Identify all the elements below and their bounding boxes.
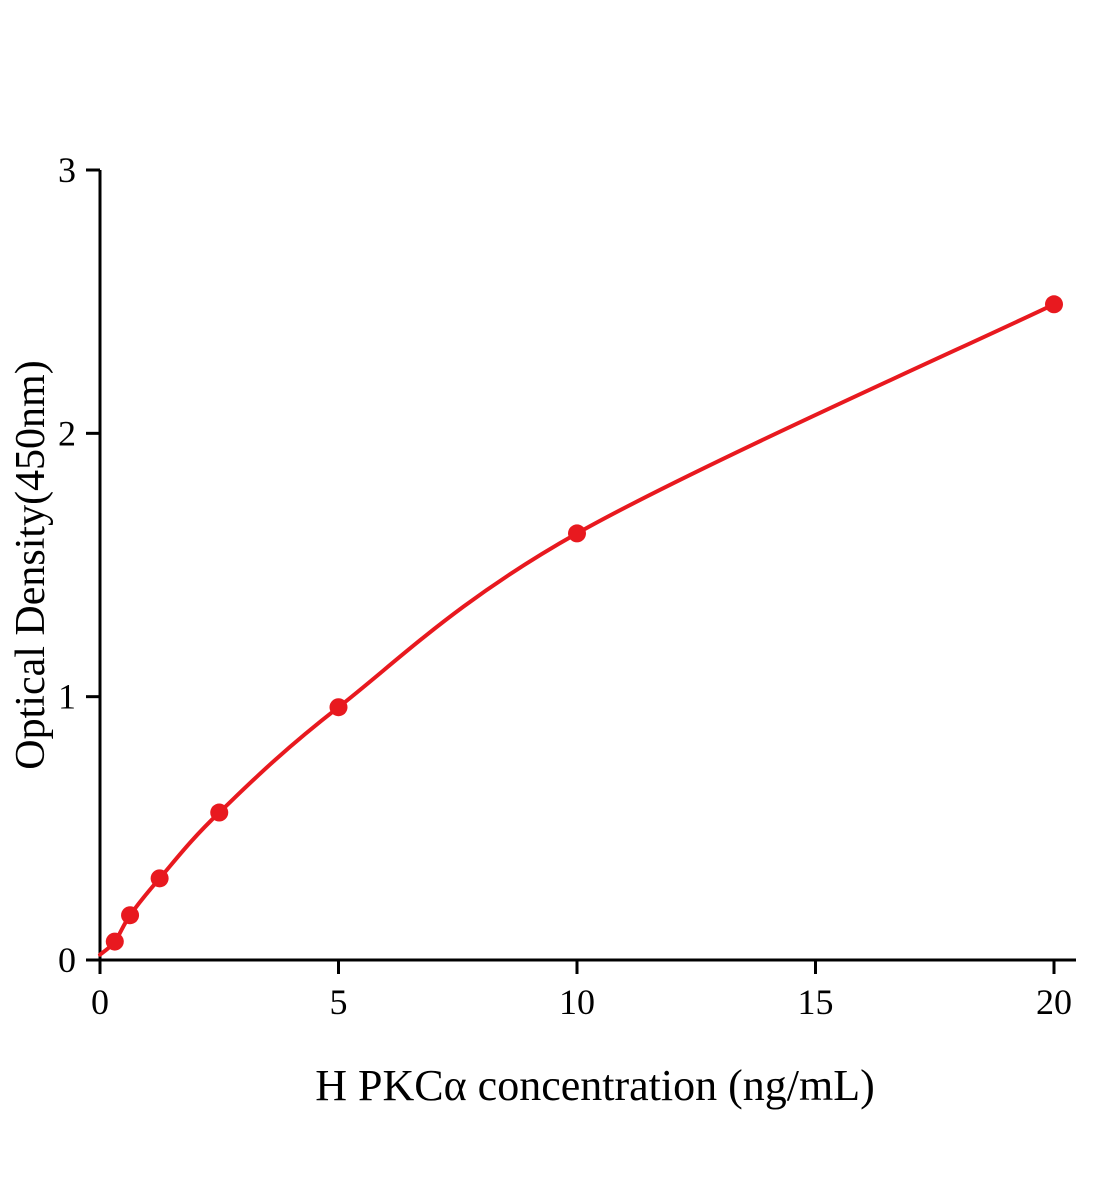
y-tick-label: 2 [58, 413, 76, 453]
y-axis-label: Optical Density(450nm) [8, 360, 54, 769]
x-tick-label: 15 [798, 982, 834, 1022]
x-tick-label: 20 [1036, 982, 1072, 1022]
standard-curve-line [98, 302, 1056, 957]
y-tick-label: 0 [58, 940, 76, 980]
x-tick-label: 10 [559, 982, 595, 1022]
data-point [150, 869, 169, 888]
data-point [1045, 295, 1063, 314]
data-point [121, 906, 140, 925]
x-tick-label: 0 [91, 982, 109, 1022]
data-point [105, 932, 124, 951]
x-axis-label: H PKCα concentration (ng/mL) [315, 1061, 875, 1110]
data-point [329, 698, 348, 717]
y-tick-label: 3 [58, 150, 76, 190]
plot-area: 0 5 10 15 20 0 1 2 3 [58, 150, 1076, 1022]
y-tick-label: 1 [58, 677, 76, 717]
data-point [568, 524, 586, 543]
data-point [210, 803, 229, 822]
x-tick-label: 5 [330, 982, 348, 1022]
